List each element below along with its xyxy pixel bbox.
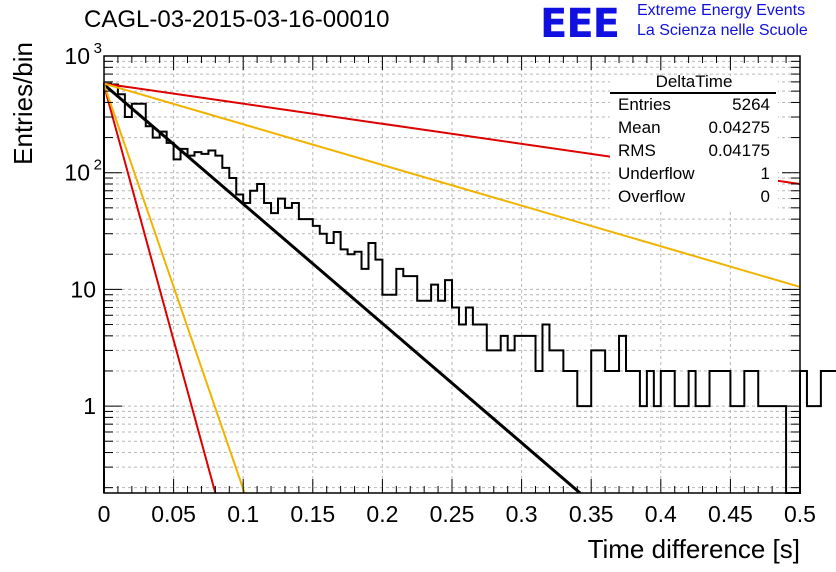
x-tick-label: 0.35 bbox=[569, 501, 614, 527]
y-tick-exponent: 3 bbox=[94, 40, 102, 57]
x-tick-label: 0.2 bbox=[366, 501, 398, 527]
x-tick-label: 0.15 bbox=[290, 501, 335, 527]
stats-row-label: RMS bbox=[618, 141, 656, 160]
stats-title: DeltaTime bbox=[656, 72, 733, 91]
fit-line-4 bbox=[104, 84, 246, 493]
fit-lines-layer bbox=[104, 82, 800, 493]
x-tick-label: 0.05 bbox=[151, 501, 196, 527]
stats-row-label: Overflow bbox=[618, 187, 686, 206]
run-title: CAGL-03-2015-03-16-00010 bbox=[84, 6, 390, 33]
stats-row-label: Underflow bbox=[618, 164, 695, 183]
y-tick-label: 10 bbox=[64, 43, 90, 69]
x-tick-label: 0.1 bbox=[227, 501, 259, 527]
y-tick-label: 10 bbox=[64, 160, 90, 186]
stats-box-bg bbox=[610, 76, 778, 210]
org-name-line2: La Scienza nelle Scuole bbox=[637, 22, 808, 39]
x-tick-label: 0.25 bbox=[430, 501, 475, 527]
x-tick-label: 0.45 bbox=[708, 501, 753, 527]
y-tick-label: 1 bbox=[83, 393, 96, 419]
stats-row-value: 0 bbox=[761, 187, 770, 206]
org-name-line1: Extreme Energy Events bbox=[637, 2, 806, 19]
fit-line-2 bbox=[104, 82, 800, 288]
fit-line-0 bbox=[104, 83, 582, 493]
stats-row-value: 1 bbox=[761, 164, 770, 183]
x-tick-label: 0 bbox=[98, 501, 111, 527]
stats-row-value: 5264 bbox=[732, 95, 770, 114]
histogram-layer bbox=[103, 82, 836, 494]
x-tick-label: 0.3 bbox=[506, 501, 538, 527]
axes-layer: 0 0.05 0.1 0.15 0.2 0.25 0.3 0.35 0.4 0.45 0.51101… bbox=[64, 40, 816, 527]
stats-box: DeltaTime Entries 5264 Mean 0.04275 RMS 0.0417… bbox=[610, 72, 778, 210]
y-tick-label: 10 bbox=[70, 276, 96, 302]
y-tick-exponent: 2 bbox=[94, 157, 102, 174]
x-tick-label: 0.5 bbox=[784, 501, 816, 527]
stats-row-value: 0.04275 bbox=[709, 118, 770, 137]
x-tick-label: 0.4 bbox=[645, 501, 677, 527]
stats-row-label: Mean bbox=[618, 118, 661, 137]
histogram-bars bbox=[103, 82, 836, 494]
stats-row-value: 0.04175 bbox=[709, 141, 770, 160]
fit-line-3 bbox=[104, 85, 217, 493]
stats-row-label: Entries bbox=[618, 95, 671, 114]
y-axis-title: Entries/bin bbox=[8, 42, 38, 165]
x-axis-title: Time difference [s] bbox=[588, 534, 800, 564]
eee-logo: EEE bbox=[540, 1, 620, 47]
